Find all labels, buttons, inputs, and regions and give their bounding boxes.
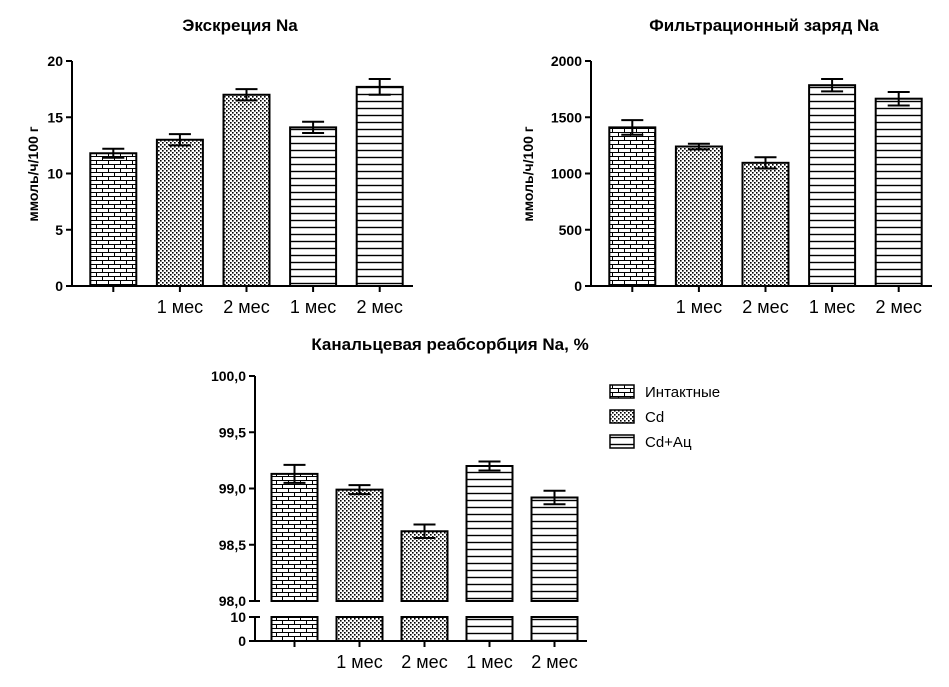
- bar: [335, 488, 384, 602]
- x-tick-label: 2 мес: [742, 297, 788, 317]
- x-tick-label: 2 мес: [356, 297, 402, 317]
- bar: [89, 152, 138, 287]
- legend-swatch: [609, 434, 635, 449]
- bar: [355, 85, 404, 287]
- x-tick-label: 1 мес: [290, 297, 336, 317]
- bar: [465, 465, 514, 602]
- bar: [155, 138, 204, 287]
- y-tick-label: 1000: [551, 166, 582, 182]
- y-tick-label: 98,5: [219, 537, 246, 553]
- bar: [400, 530, 449, 602]
- y-tick-label: 0: [55, 278, 63, 294]
- bar-lower-segment: [400, 616, 449, 642]
- x-tick-label: 1 мес: [157, 297, 203, 317]
- bar-lower-segment: [335, 616, 384, 642]
- y-axis-label: ммоль/ч/100 г: [520, 126, 536, 221]
- y-tick-label: 98,0: [219, 593, 246, 609]
- legend-label: Интактные: [645, 384, 720, 401]
- x-tick-label: 2 мес: [401, 652, 447, 672]
- legend: Интактные Cd Cd+Ац: [609, 384, 720, 451]
- bar: [608, 126, 657, 287]
- plot-area: 0 500 1000 1500 2000 1 мес 2 мес 1 мес 2 мес: [551, 53, 932, 317]
- x-tick-label: 2 мес: [531, 652, 577, 672]
- chart-title: Экскреция Na: [182, 16, 298, 35]
- y-tick-label: 500: [559, 222, 583, 238]
- bar: [741, 161, 790, 287]
- legend-label: Cd+Ац: [645, 434, 692, 451]
- bar: [289, 126, 338, 287]
- plot-area: 0 5 10 15 20 1 мес 2 мес 1 мес 2 мес: [47, 53, 413, 317]
- legend-swatch: [609, 409, 635, 424]
- y-tick-label: 10: [230, 609, 246, 625]
- bar-lower-segment: [465, 616, 514, 642]
- chart-title: Фильтрационный заряд Na: [649, 16, 879, 35]
- x-tick-label: 2 мес: [875, 297, 921, 317]
- x-tick-label: 1 мес: [466, 652, 512, 672]
- y-axis-label: ммоль/ч/100 г: [25, 126, 41, 221]
- y-tick-label: 0: [574, 278, 582, 294]
- y-tick-label: 99,5: [219, 424, 246, 440]
- y-tick-label: 20: [47, 53, 63, 69]
- x-tick-label: 1 мес: [336, 652, 382, 672]
- y-tick-label: 0: [238, 633, 246, 649]
- x-tick-label: 2 мес: [223, 297, 269, 317]
- legend-label: Cd: [645, 409, 664, 426]
- bar-lower-segment: [270, 616, 319, 642]
- bar: [530, 496, 579, 602]
- bar: [222, 93, 271, 287]
- y-tick-label: 2000: [551, 53, 582, 69]
- bar: [270, 472, 319, 602]
- x-tick-label: 1 мес: [676, 297, 722, 317]
- chart-excretion: Экскреция Na ммоль/ч/100 г 0 5 10 15 20 1 мес…: [25, 16, 413, 317]
- y-tick-label: 15: [47, 109, 63, 125]
- chart-filtration-charge: Фильтрационный заряд Na ммоль/ч/100 г 0 5…: [520, 16, 932, 317]
- chart-tubular-reabsorption: Канальцевая реабсорбция Na, % 98,0 98,5 99…: [211, 335, 720, 672]
- chart-title: Канальцевая реабсорбция Na, %: [311, 335, 588, 354]
- legend-swatch: [609, 384, 635, 399]
- y-tick-label: 100,0: [211, 368, 246, 384]
- y-tick-label: 1500: [551, 109, 582, 125]
- y-tick-label: 10: [47, 166, 63, 182]
- plot-area: 98,0 98,5 99,0 99,5 100,0 0 10 1 мес 2 мес 1 мес 2…: [211, 368, 587, 672]
- y-tick-label: 5: [55, 222, 63, 238]
- bar: [674, 145, 723, 287]
- x-tick-label: 1 мес: [809, 297, 855, 317]
- bar: [808, 84, 857, 287]
- bar-lower-segment: [530, 616, 579, 642]
- y-tick-label: 99,0: [219, 481, 246, 497]
- bar: [874, 97, 923, 287]
